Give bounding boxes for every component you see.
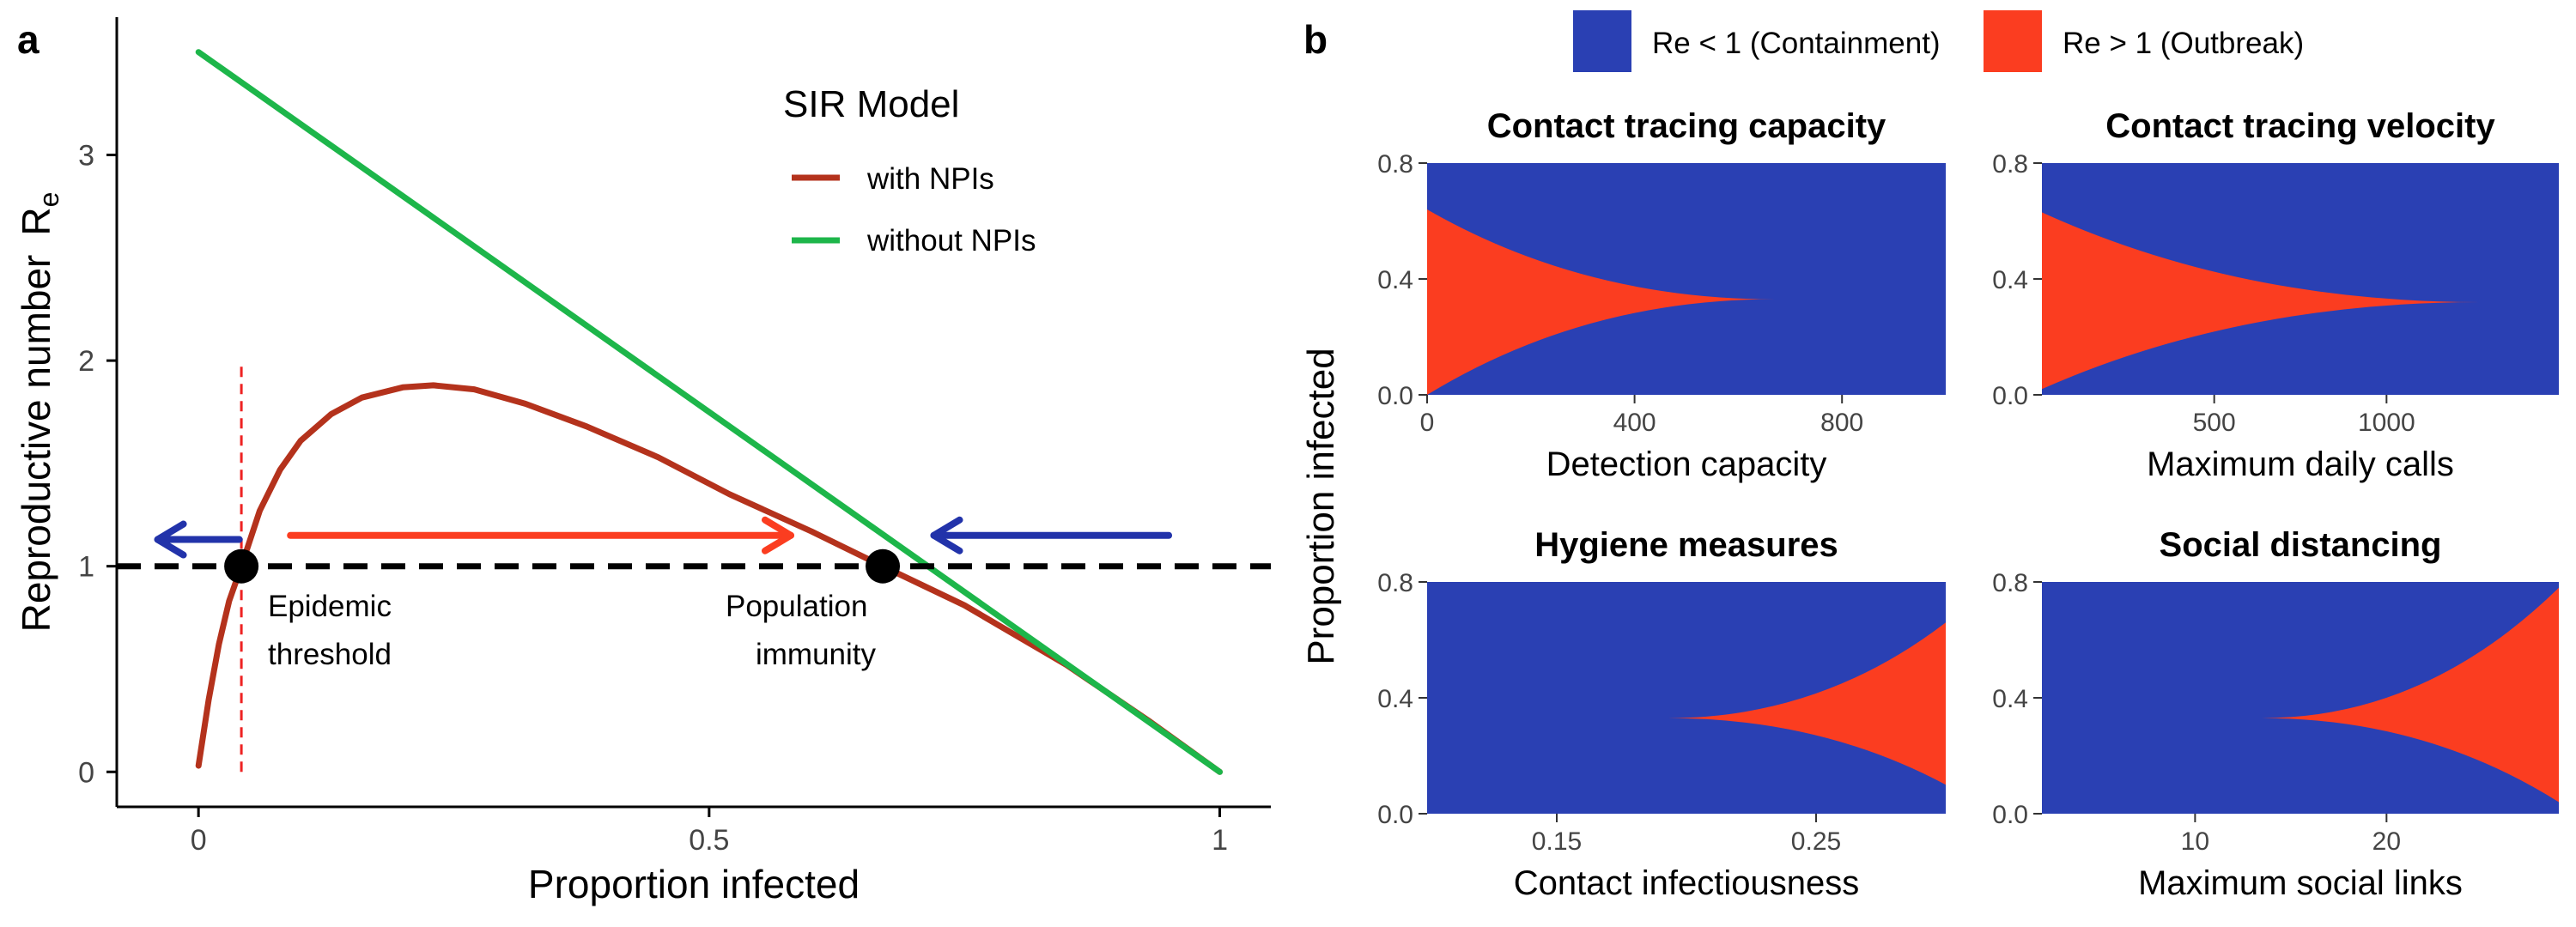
epidemic-threshold-label-1: Epidemic	[268, 590, 392, 623]
legend-swatch-containment	[1573, 10, 1631, 72]
heatmap-y-tick-label: 0.0	[1377, 382, 1413, 410]
heatmap-y-tick-label: 0.4	[1992, 266, 2028, 294]
heatmap-y-tick-label: 0.8	[1992, 150, 2028, 179]
panel-b-heatmaps: Contact tracing capacity 0.0 0.4 0.8 0 400 800…	[1377, 107, 2559, 902]
panel-a-y-tick-label: 3	[78, 140, 94, 173]
population-immunity-label-1: Population	[726, 590, 867, 623]
heatmap-x-tick-label: 400	[1613, 409, 1656, 437]
heatmap-x-tick-label: 0.25	[1791, 827, 1841, 856]
heatmap-y-tick-label: 0.4	[1992, 685, 2028, 713]
heatmap-y-tick-label: 0.4	[1377, 685, 1413, 713]
heatmap-x-tick-label: 1000	[2358, 409, 2415, 437]
heatmap-y-tick-label: 0.0	[1992, 801, 2028, 829]
heatmap-x-tick-label: 800	[1820, 409, 1863, 437]
outbreak-region	[1427, 209, 1775, 395]
heatmap-title: Contact tracing capacity	[1487, 107, 1886, 145]
heatmap-y-tick-label: 0.0	[1377, 801, 1413, 829]
panel-a-ylabel-symbol: R	[14, 207, 58, 235]
arrow-right-outbreak	[287, 516, 794, 554]
legend-label-outbreak: Re > 1 (Outbreak)	[2063, 27, 2304, 60]
heatmap-xlabel: Maximum social links	[2138, 864, 2463, 902]
panel-a-x-tick-label: 1	[1212, 824, 1228, 857]
panel-a-ylabel-text: Reproductive number	[14, 255, 58, 633]
heatmap-panel-4: Social distancing 0.0 0.4 0.8 10 20 Maximum so…	[1992, 526, 2559, 902]
heatmap-panel-2: Contact tracing velocity 0.0 0.4 0.8 500 1000…	[1992, 107, 2559, 483]
heatmap-panel-1: Contact tracing capacity 0.0 0.4 0.8 0 400 800…	[1377, 107, 1946, 483]
outbreak-region	[2262, 587, 2559, 803]
panel-a-x-tick-label: 0.5	[689, 824, 729, 857]
heatmap-title: Contact tracing velocity	[2105, 107, 2495, 145]
panel-b-legend: Re < 1 (Containment) Re > 1 (Outbreak)	[1573, 10, 2304, 72]
outbreak-region	[1668, 622, 1946, 785]
legend-label-without-npis: without NPIs	[866, 224, 1036, 258]
panel-a-ylabel: Reproductive number Re	[14, 192, 64, 633]
panel-a-y-tick-label: 0	[78, 756, 94, 789]
panel-a-ticks: 0 0.5 1 0 1 2 3	[78, 140, 1228, 857]
legend-label-containment: Re < 1 (Containment)	[1652, 27, 1941, 60]
arrow-left-small	[154, 520, 243, 559]
panel-a: a 0 0.5 1 0 1 2 3 Proportion infected Reproduc…	[14, 17, 1271, 906]
heatmap-x-tick-label: 0	[1420, 409, 1435, 437]
panel-a-y-tick-label: 1	[78, 551, 94, 584]
line-without-npis	[195, 49, 1223, 775]
epidemic-threshold-point	[224, 548, 259, 584]
heatmap-x-tick-label: 20	[2372, 827, 2401, 856]
heatmap-y-tick-label: 0.4	[1377, 266, 1413, 294]
line-with-npis	[195, 382, 1223, 775]
population-immunity-point	[866, 548, 901, 584]
heatmap-title: Social distancing	[2160, 526, 2442, 564]
arrow-left-immunity	[930, 516, 1173, 554]
panel-a-letter: a	[17, 17, 39, 62]
panel-a-y-tick-label: 2	[78, 345, 94, 378]
heatmap-y-tick-label: 0.8	[1377, 150, 1413, 179]
heatmap-xlabel: Contact infectiousness	[1514, 864, 1859, 902]
heatmap-x-tick-label: 0.15	[1532, 827, 1582, 856]
heatmap-x-tick-label: 10	[2181, 827, 2209, 856]
panel-a-ylabel-subscript: e	[33, 192, 64, 208]
heatmap-xlabel: Detection capacity	[1546, 445, 1827, 483]
outbreak-region	[2042, 212, 2480, 390]
panel-b-ylabel: Proportion infected	[1300, 348, 1342, 664]
heatmap-xlabel: Maximum daily calls	[2147, 445, 2454, 483]
panel-a-x-tick-label: 0	[191, 824, 207, 857]
panel-a-legend: SIR Model with NPIs without NPIs	[783, 83, 1036, 258]
heatmap-y-tick-label: 0.8	[1377, 569, 1413, 597]
panel-a-marks	[117, 49, 1271, 775]
legend-label-with-npis: with NPIs	[866, 162, 994, 196]
legend-swatch-outbreak	[1984, 10, 2042, 72]
panel-a-legend-title: SIR Model	[783, 83, 959, 125]
panel-b: b Re < 1 (Containment) Re > 1 (Outbreak)…	[1300, 10, 2559, 902]
population-immunity-label-2: immunity	[756, 638, 877, 671]
panel-b-letter: b	[1303, 17, 1327, 62]
panel-a-xlabel: Proportion infected	[528, 862, 860, 906]
heatmap-panel-3: Hygiene measures 0.0 0.4 0.8 0.15 0.25 Contact…	[1377, 526, 1946, 902]
heatmap-y-tick-label: 0.0	[1992, 382, 2028, 410]
heatmap-x-tick-label: 500	[2193, 409, 2236, 437]
heatmap-y-tick-label: 0.8	[1992, 569, 2028, 597]
heatmap-title: Hygiene measures	[1534, 526, 1838, 564]
epidemic-threshold-label-2: threshold	[268, 638, 392, 671]
